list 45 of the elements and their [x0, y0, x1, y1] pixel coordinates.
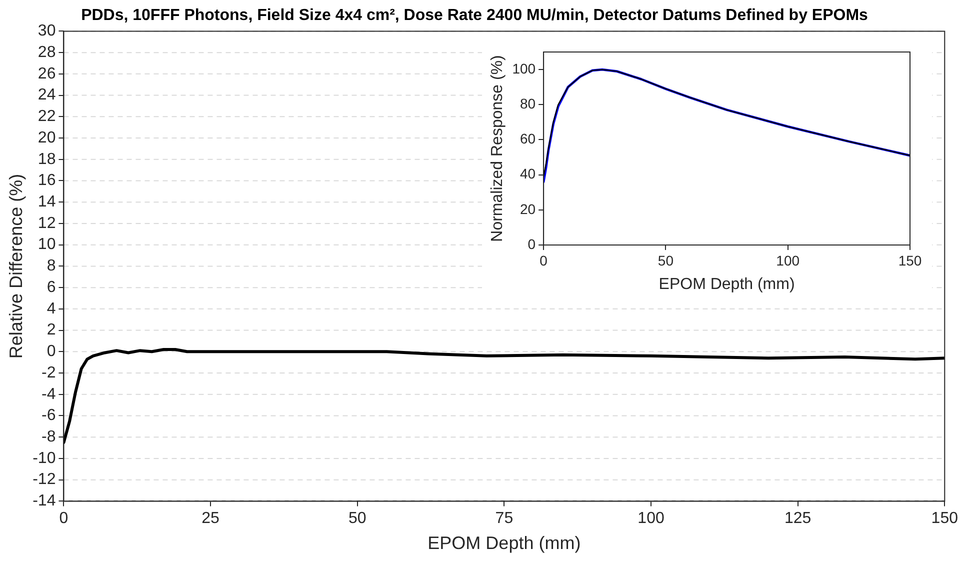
y-tick-label: 18 [38, 150, 56, 168]
y-tick-label: 20 [520, 200, 536, 217]
y-tick-label: -12 [32, 471, 56, 488]
y-tick-label: 0 [528, 236, 536, 252]
x-tick-label: 0 [540, 252, 548, 268]
x-tick-label: 25 [202, 510, 220, 528]
y-tick-label: -2 [41, 364, 56, 382]
y-tick-label: -10 [32, 450, 56, 467]
x-tick-label: 50 [348, 510, 366, 528]
y-tick-label: 20 [38, 129, 56, 146]
y-axis-title: Relative Difference (%) [6, 174, 26, 359]
x-tick-label: 0 [59, 510, 68, 528]
y-tick-label: -4 [41, 386, 56, 403]
x-tick-label: 150 [931, 510, 958, 528]
x-tick-label: 100 [638, 510, 664, 528]
y-tick-label: 2 [46, 322, 56, 339]
x-tick-label: 75 [495, 510, 514, 528]
x-tick-label: 125 [784, 510, 812, 528]
y-tick-label: 24 [38, 86, 56, 104]
y-tick-label: 30 [38, 22, 56, 40]
x-tick-label: 150 [898, 252, 922, 268]
x-axis-title: EPOM Depth (mm) [658, 276, 795, 293]
y-tick-label: 80 [520, 95, 536, 112]
y-tick-label: 12 [38, 214, 56, 232]
y-tick-label: 100 [512, 60, 536, 76]
y-tick-label: -6 [41, 407, 56, 424]
y-tick-label: 60 [520, 130, 536, 147]
y-tick-label: 10 [38, 236, 56, 254]
chart-title: PDDs, 10FFF Photons, Field Size 4x4 cm², Dose Rate 2400 MU/min, Detector Datums Defined by EPOMs [81, 7, 868, 24]
y-tick-label: 4 [46, 300, 56, 318]
y-tick-label: 16 [38, 172, 56, 190]
y-tick-label: 22 [38, 108, 56, 126]
x-axis-title: EPOM Depth (mm) [428, 533, 581, 554]
x-tick-label: 100 [776, 252, 800, 268]
y-axis-title: Normalized Response (%) [489, 55, 506, 242]
y-tick-label: 6 [46, 278, 56, 296]
y-tick-label: 40 [520, 166, 536, 182]
x-tick-label: 50 [658, 252, 674, 268]
y-tick-label: -14 [32, 492, 56, 510]
y-tick-label: -8 [41, 428, 56, 446]
y-tick-label: 0 [46, 343, 56, 360]
y-tick-label: 28 [38, 44, 56, 61]
y-tick-label: 14 [38, 194, 56, 211]
y-tick-label: 8 [46, 258, 56, 275]
y-tick-label: 26 [38, 65, 56, 82]
